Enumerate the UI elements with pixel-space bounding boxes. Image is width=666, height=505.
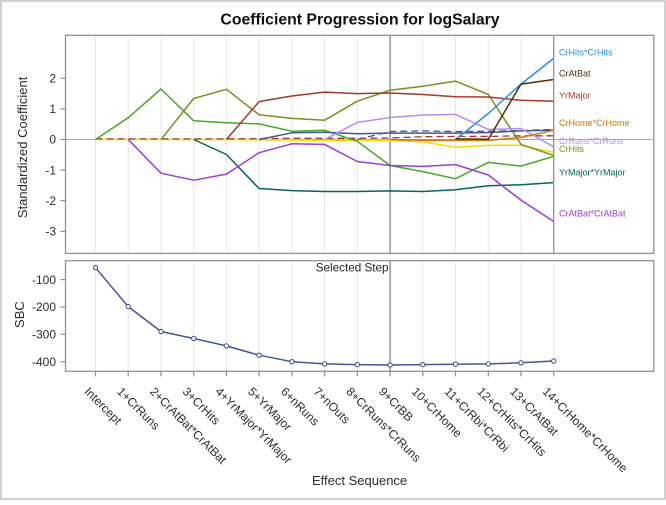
svg-text:-1: -1 — [45, 163, 56, 177]
svg-text:-200: -200 — [32, 300, 56, 314]
svg-text:2: 2 — [49, 72, 56, 86]
svg-text:CrHits*CrHits: CrHits*CrHits — [559, 47, 613, 57]
svg-text:CrHome*CrHome: CrHome*CrHome — [559, 118, 630, 128]
svg-text:1: 1 — [49, 102, 56, 116]
svg-text:Coefficient Progression for lo: Coefficient Progression for logSalary — [220, 12, 499, 29]
svg-text:CrRuns*CrRuns: CrRuns*CrRuns — [559, 136, 624, 146]
svg-text:SBC: SBC — [12, 301, 27, 328]
svg-text:YrMajor: YrMajor — [559, 91, 591, 101]
svg-text:0: 0 — [49, 133, 56, 147]
svg-text:Effect Sequence: Effect Sequence — [312, 473, 407, 488]
svg-text:Selected Step: Selected Step — [316, 262, 389, 275]
svg-text:-400: -400 — [32, 355, 56, 369]
svg-text:-3: -3 — [45, 225, 56, 239]
svg-text:CrAtBat*CrAtBat: CrAtBat*CrAtBat — [559, 209, 626, 219]
svg-text:CrHits: CrHits — [559, 144, 584, 154]
svg-text:-100: -100 — [32, 273, 56, 287]
svg-text:-2: -2 — [45, 194, 56, 208]
svg-text:CrAtBat: CrAtBat — [559, 69, 591, 79]
svg-text:-300: -300 — [32, 328, 56, 342]
svg-text:YrMajor*YrMajor: YrMajor*YrMajor — [559, 168, 626, 178]
svg-text:Standardized Coefficient: Standardized Coefficient — [15, 76, 30, 218]
